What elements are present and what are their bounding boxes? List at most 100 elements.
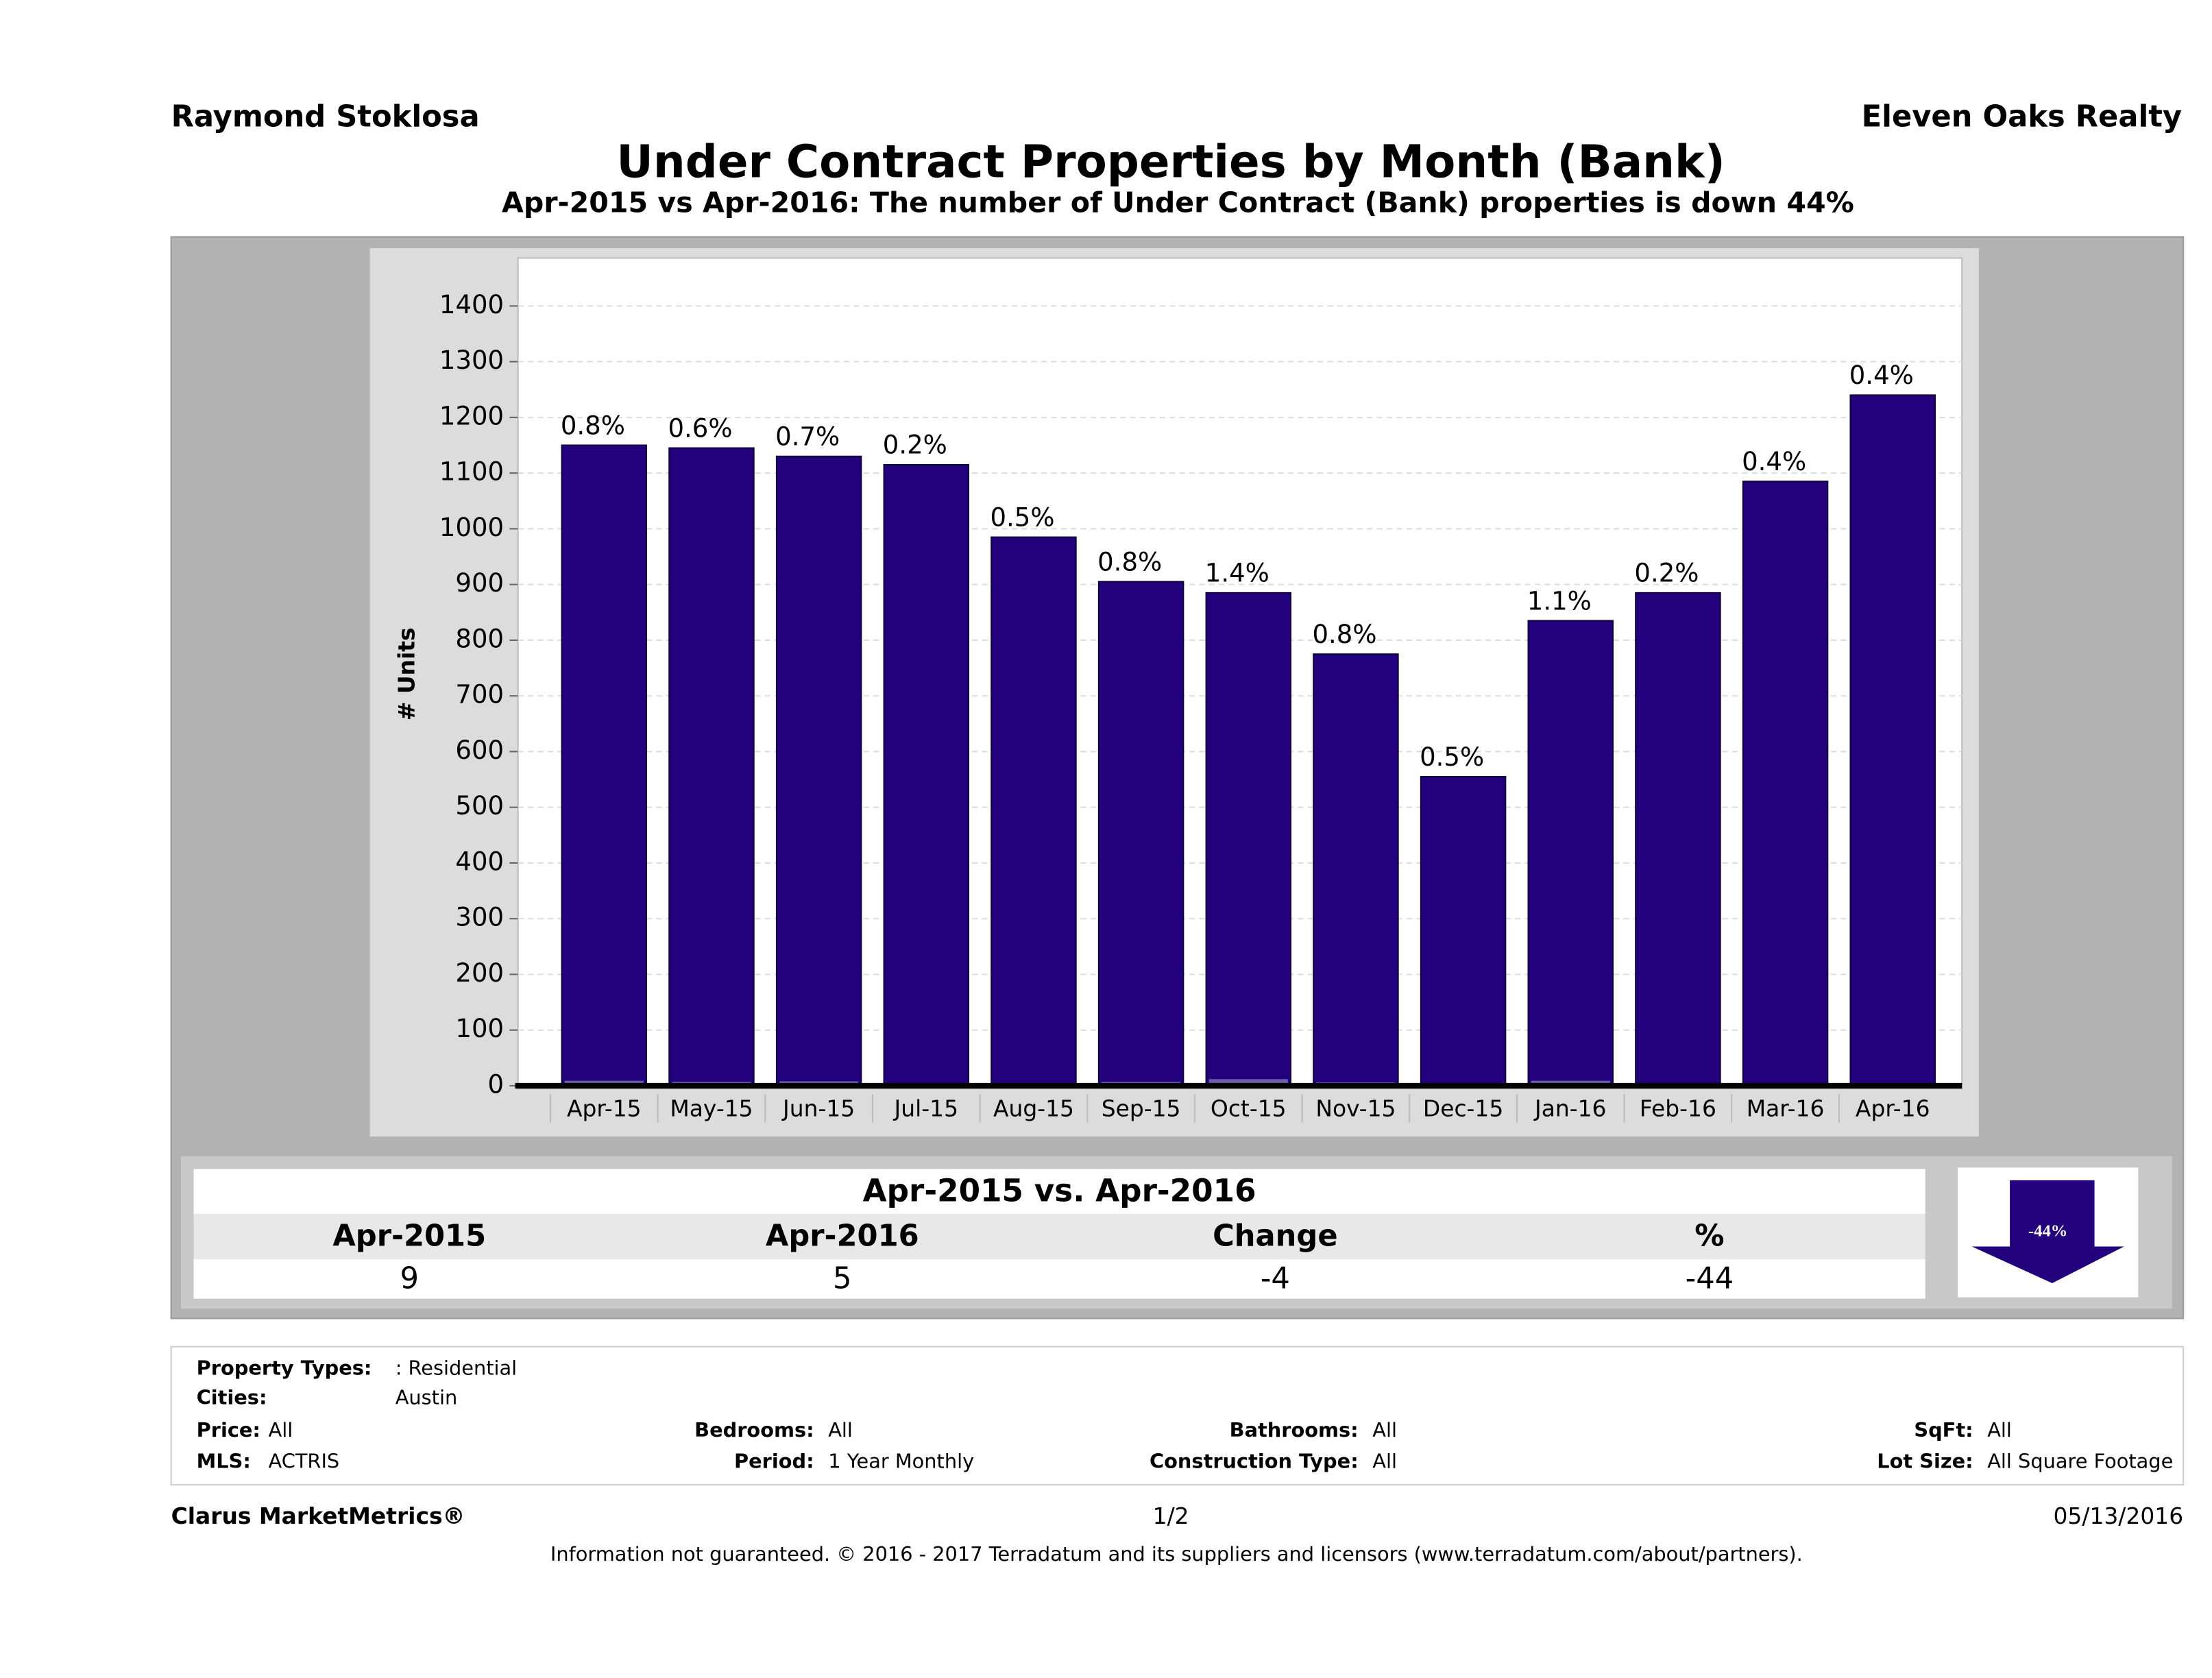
x-tick-label: Apr-15 (567, 1095, 642, 1121)
y-tick-label: 700 (455, 680, 504, 709)
company: Eleven Oaks Realty (1862, 99, 2182, 134)
table-header: % (1694, 1219, 1724, 1254)
x-tick-label: May-15 (670, 1095, 753, 1121)
filter-label: MLS: (197, 1449, 251, 1472)
bar-label: 0.2% (1634, 559, 1699, 588)
filter-label: Cities: (197, 1386, 267, 1409)
x-tick-label: Jul-15 (893, 1095, 958, 1121)
table-header: Apr-2015 (332, 1219, 486, 1254)
y-tick-label: 300 (455, 903, 504, 932)
x-tick-label: Sep-15 (1102, 1095, 1181, 1121)
y-tick-label: 1000 (439, 513, 504, 542)
bar-label: 0.5% (1420, 742, 1484, 772)
filter-value: All (1372, 1418, 1397, 1442)
report-date: 05/13/2016 (2053, 1503, 2183, 1529)
table-header-row (193, 1214, 1925, 1260)
filter-value: 1 Year Monthly (828, 1449, 974, 1472)
y-tick-label: 100 (455, 1014, 504, 1043)
table-title-row (193, 1169, 1925, 1215)
x-tick-label: Oct-15 (1211, 1095, 1287, 1121)
filter-label: Property Types: (197, 1356, 372, 1379)
filter-value: Austin (396, 1386, 457, 1409)
y-tick-label: 600 (455, 735, 504, 765)
bar (883, 463, 970, 1087)
bar (561, 444, 648, 1087)
filter-value: : Residential (396, 1356, 517, 1379)
bar-label: 0.8% (1312, 620, 1376, 649)
x-tick-label: Dec-15 (1423, 1095, 1503, 1121)
y-tick-label: 400 (455, 847, 504, 876)
arrow-label: -44% (2028, 1222, 2068, 1241)
bar-label: 0.2% (883, 430, 947, 460)
x-tick-label: Jan-16 (1533, 1095, 1606, 1121)
filter-value: All (828, 1418, 853, 1442)
filter-value: All (269, 1418, 293, 1442)
y-tick-label: 1400 (439, 290, 504, 319)
bar-label: 0.7% (775, 422, 840, 452)
bar-label: 1.1% (1527, 586, 1592, 616)
bar (1420, 775, 1507, 1087)
table-value: -4 (1261, 1261, 1290, 1296)
y-tick-label: 800 (455, 624, 504, 653)
filter-value: All (1372, 1449, 1397, 1472)
table-value: -44 (1686, 1261, 1734, 1296)
brand: Clarus MarketMetrics® (171, 1503, 465, 1529)
x-tick-label: Apr-16 (1856, 1095, 1930, 1121)
filters-box (170, 1346, 2185, 1486)
x-tick-label: Feb-16 (1640, 1095, 1716, 1121)
table-value-row (193, 1259, 1925, 1299)
y-axis-label: # Units (393, 627, 420, 720)
filter-label: SqFt: (1914, 1418, 1973, 1442)
bar (668, 447, 755, 1087)
filters: Property Types: : Residential Cities: Austi… (197, 1356, 2174, 1472)
bar (1527, 620, 1614, 1087)
chart-subtitle: Apr-2015 vs Apr-2016: The number of Unde… (502, 186, 1854, 219)
bar-label: 0.4% (1849, 361, 1914, 390)
y-tick-label: 500 (455, 791, 504, 820)
table-header: Change (1213, 1219, 1338, 1254)
filter-label: Bedrooms: (694, 1418, 814, 1442)
filter-label: Lot Size: (1877, 1449, 1973, 1472)
bar-label: 1.4% (1205, 559, 1269, 588)
bar (775, 455, 862, 1087)
x-tick-label: Nov-15 (1315, 1095, 1396, 1121)
y-tick-label: 900 (455, 568, 504, 598)
bar (1849, 394, 1936, 1087)
disclaimer: Information not guaranteed. © 2016 - 201… (550, 1542, 1803, 1566)
bar-label: 0.4% (1742, 447, 1806, 476)
y-tick-label: 0 (488, 1070, 505, 1099)
bar (1742, 481, 1829, 1087)
y-tick-label: 1100 (439, 457, 504, 487)
x-tick-label: Aug-15 (993, 1095, 1074, 1121)
x-tick-label: Jun-15 (781, 1095, 855, 1121)
filter-label: Bathrooms: (1230, 1418, 1359, 1442)
bar (990, 536, 1077, 1087)
filter-value: ACTRIS (269, 1449, 340, 1472)
table: Apr-2015 9 Apr-2016 5 Change -4% -44 (332, 1219, 1734, 1296)
x-tick-label: Mar-16 (1747, 1095, 1825, 1121)
chart-title: Under Contract Properties by Month (Bank… (616, 136, 1725, 189)
filter-label: Period: (734, 1449, 814, 1472)
bar-label: 0.6% (668, 413, 732, 443)
bar-label: 0.8% (561, 411, 625, 440)
agent: Raymond Stoklosa (171, 99, 480, 134)
bar (1635, 592, 1721, 1087)
bar (1205, 592, 1292, 1087)
bar-label: 0.8% (1097, 547, 1162, 576)
y-tick-label: 200 (455, 958, 504, 988)
filter-value: All (1987, 1418, 2012, 1442)
filter-label: Price: (197, 1418, 260, 1442)
bar (1313, 653, 1399, 1087)
table-header: Apr-2016 (766, 1219, 919, 1254)
y-tick-label: 1200 (439, 401, 504, 430)
page-number: 1/2 (1153, 1503, 1189, 1529)
y-tick-label: 1300 (439, 345, 504, 375)
table-value: 5 (833, 1261, 851, 1296)
filter-value: All Square Footage (1987, 1449, 2173, 1472)
table-value: 9 (400, 1261, 419, 1296)
filter-label: Construction Type: (1150, 1449, 1359, 1472)
bank-bar (1208, 1079, 1288, 1086)
bar (1097, 581, 1184, 1087)
